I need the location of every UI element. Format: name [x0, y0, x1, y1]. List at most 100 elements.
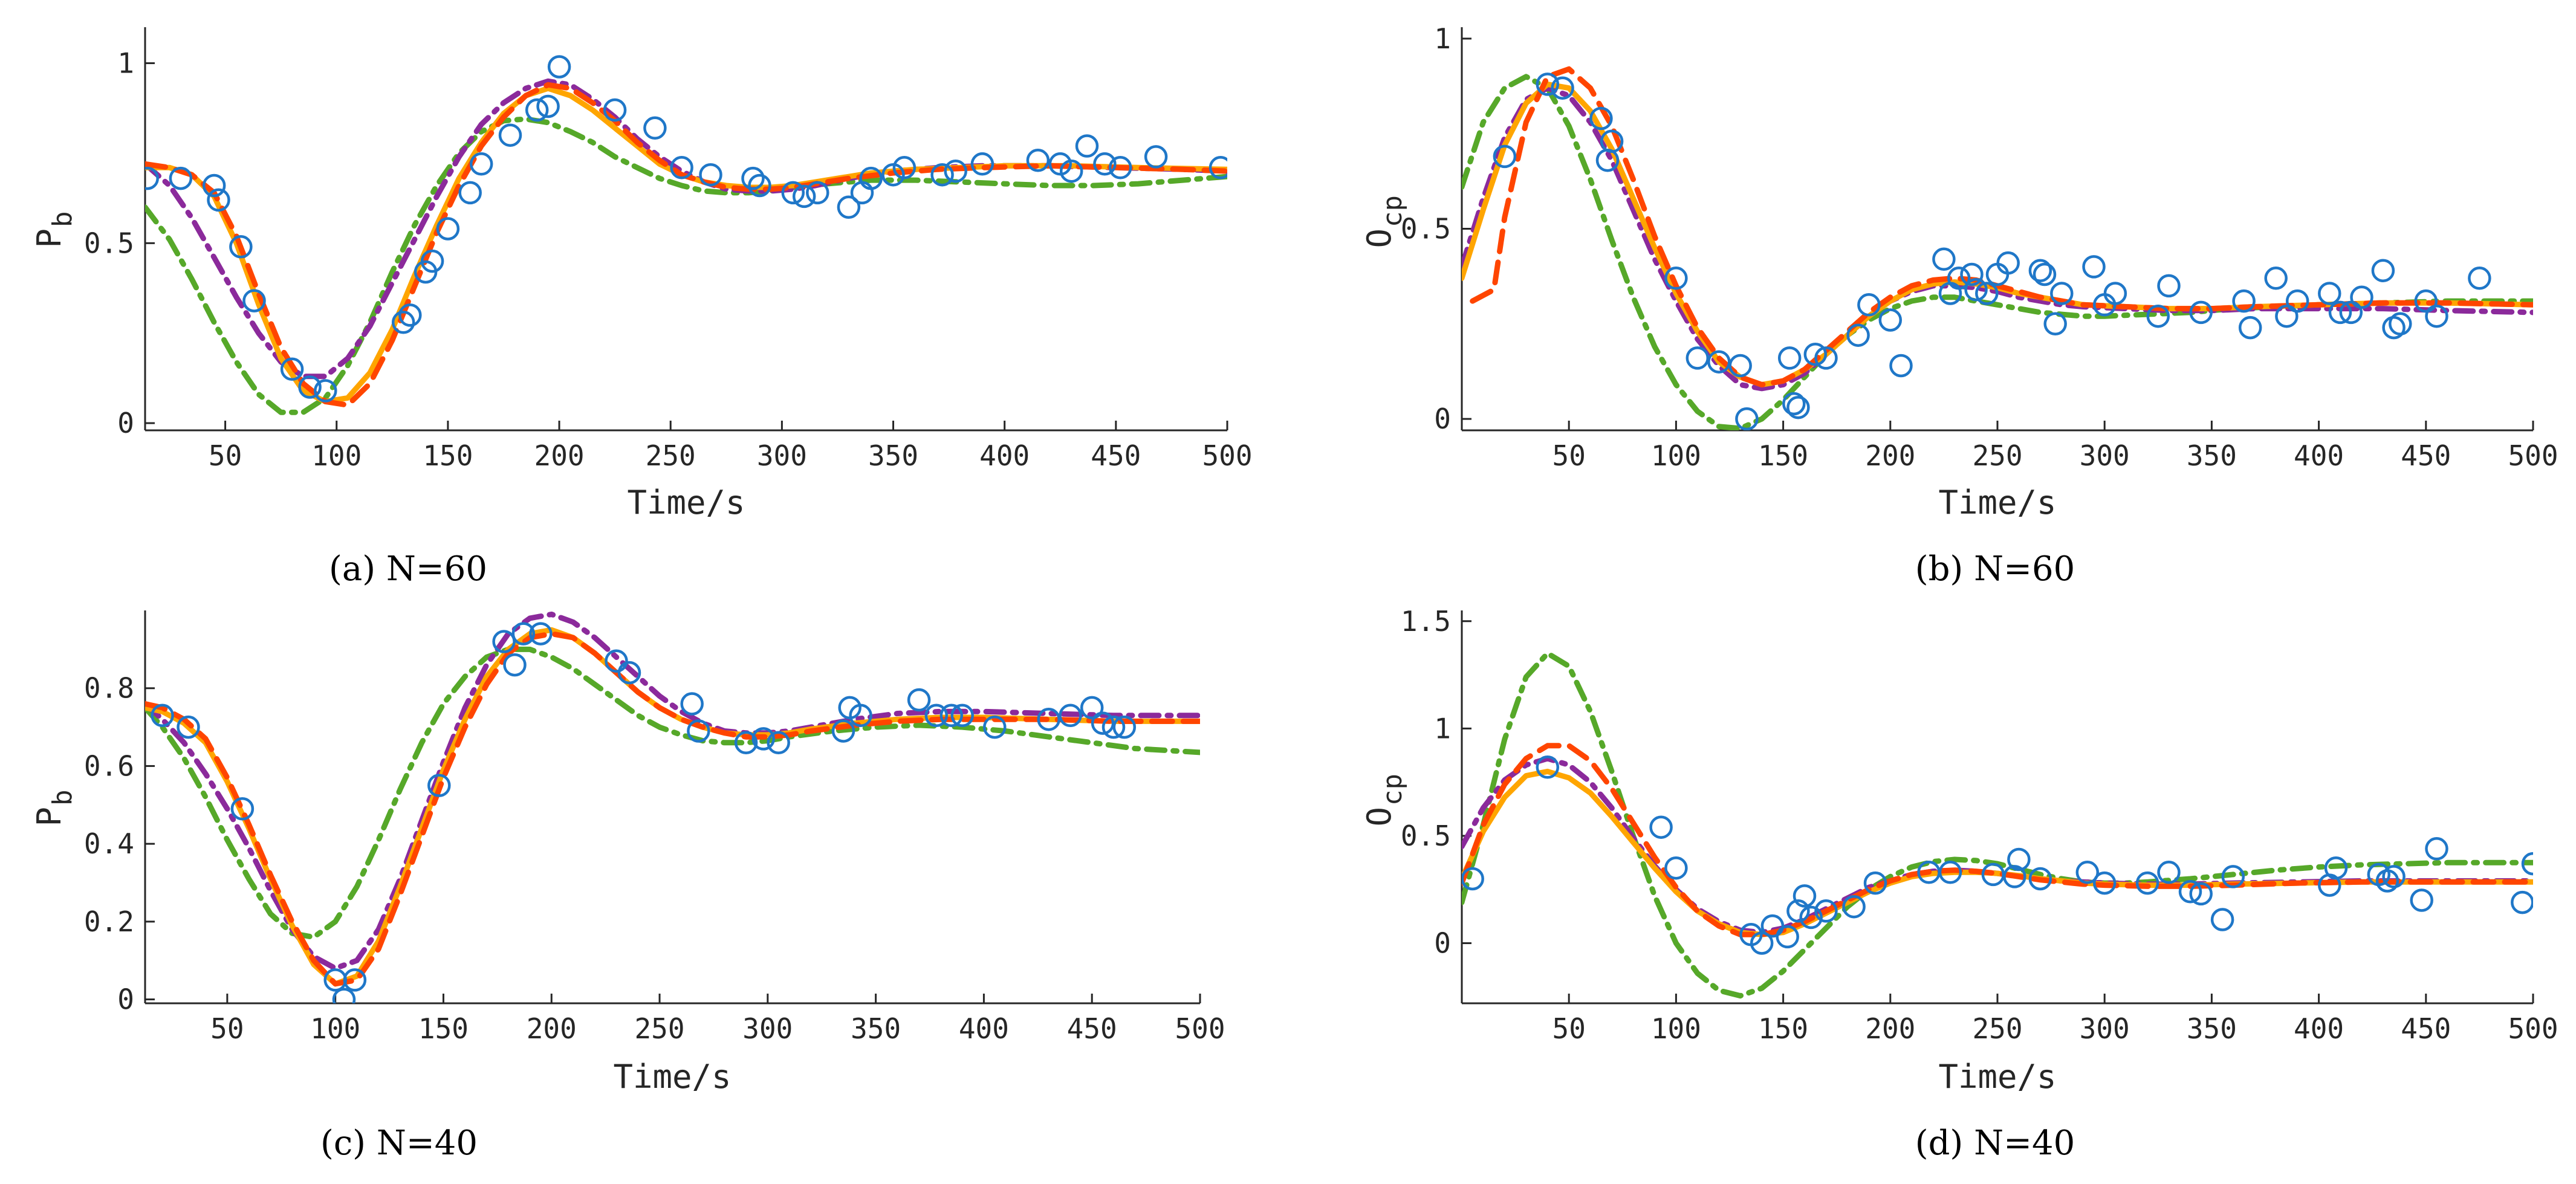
- observed-point: [907, 688, 931, 712]
- plot-area: [145, 55, 1227, 415]
- y-axis-label-subscript: b: [47, 212, 78, 228]
- observed-point: [950, 704, 974, 728]
- x-tick-label: 200: [1865, 439, 1915, 472]
- x-tick-label: 50: [1552, 439, 1586, 472]
- x-tick-label: 200: [527, 1012, 577, 1045]
- observed-point: [2050, 282, 2074, 305]
- observed-point: [2511, 890, 2533, 914]
- observed-point: [1059, 159, 1083, 183]
- observed-point: [2468, 267, 2491, 290]
- observed-point: [849, 704, 872, 728]
- observed-point: [1144, 145, 1168, 169]
- observed-point: [2157, 861, 2181, 884]
- x-tick-label: 150: [1758, 1012, 1808, 1045]
- y-tick-label: 0.6: [84, 749, 134, 782]
- observed-point: [2043, 312, 2067, 336]
- observed-point: [2414, 289, 2438, 313]
- observed-point: [1938, 861, 1962, 884]
- observed-point: [230, 797, 255, 821]
- observed-point: [1947, 267, 1971, 290]
- plot-area: [145, 611, 1200, 1003]
- observed-point: [748, 173, 771, 198]
- observed-point: [1975, 282, 1999, 305]
- y-tick-label: 0: [117, 407, 134, 439]
- x-tick-label: 300: [2080, 1012, 2130, 1045]
- x-tick-label: 150: [418, 1012, 469, 1045]
- plot-area: [1462, 66, 2533, 430]
- y-tick-label: 0.5: [84, 227, 134, 259]
- y-axis-label-main: P: [30, 807, 68, 827]
- observed-point: [2075, 861, 2100, 884]
- observed-point: [2389, 312, 2412, 336]
- observed-point: [2350, 285, 2373, 309]
- observed-point: [699, 163, 722, 187]
- x-tick-label: 100: [1651, 439, 1701, 472]
- observed-point: [859, 166, 883, 190]
- observed-point: [492, 630, 516, 653]
- observed-point: [1799, 905, 1823, 930]
- observed-point: [806, 181, 829, 205]
- observed-point: [314, 379, 337, 403]
- x-tick-label: 150: [1758, 439, 1808, 472]
- observed-point: [924, 704, 949, 728]
- x-tick-label: 500: [2508, 1012, 2558, 1045]
- x-axis-label: Time/s: [1938, 484, 2056, 522]
- observed-point: [617, 661, 641, 685]
- x-tick-label: 450: [2401, 1012, 2451, 1045]
- observed-point: [398, 303, 422, 327]
- observed-point: [1777, 346, 1802, 370]
- y-tick-label: 0: [1434, 927, 1451, 960]
- observed-point: [1536, 73, 1560, 96]
- observed-point: [2375, 869, 2399, 893]
- observed-point: [751, 727, 775, 751]
- y-tick-label: 0.5: [1401, 820, 1451, 852]
- x-tick-label: 100: [311, 439, 362, 472]
- observed-point: [242, 289, 266, 312]
- y-axis-label-subscript: b: [47, 790, 78, 806]
- y-tick-label: 1: [1434, 712, 1451, 745]
- observed-point: [436, 217, 460, 241]
- observed-point: [2232, 289, 2256, 313]
- observed-point: [1846, 323, 1870, 347]
- observed-point: [2425, 304, 2448, 328]
- observed-point: [2221, 865, 2245, 888]
- panel-caption: (b) N=60: [1915, 549, 2075, 589]
- x-tick-label: 250: [1972, 439, 2022, 472]
- observed-point: [2178, 880, 2202, 904]
- observed-point: [1786, 899, 1810, 923]
- observed-point: [2264, 267, 2288, 290]
- observed-point: [2082, 255, 2106, 279]
- observed-point: [427, 774, 451, 797]
- observed-point: [741, 166, 765, 190]
- observed-point: [1750, 931, 1774, 955]
- x-tick-label: 100: [310, 1012, 360, 1045]
- observed-point: [1932, 247, 1956, 271]
- observed-point: [1786, 395, 1810, 419]
- observed-point: [1112, 715, 1137, 739]
- observed-point: [229, 235, 253, 259]
- x-tick-label: 300: [2080, 439, 2130, 472]
- observed-point: [547, 55, 571, 79]
- observed-point: [734, 731, 758, 755]
- y-axis-label-subscript: cp: [1377, 195, 1408, 227]
- series-line-red-dashed: [1462, 743, 2533, 937]
- observed-point: [767, 731, 790, 755]
- y-axis-label-main: O: [1360, 807, 1398, 827]
- observed-point: [1589, 106, 1613, 131]
- y-tick-label: 1.5: [1401, 605, 1451, 638]
- x-axis-label: Time/s: [613, 1058, 731, 1096]
- observed-point: [1685, 346, 1710, 370]
- observed-point: [280, 357, 304, 381]
- observed-point: [1108, 156, 1132, 180]
- observed-point: [680, 692, 704, 716]
- observed-point: [605, 649, 628, 673]
- observed-point: [939, 704, 964, 728]
- observed-point: [1101, 715, 1126, 739]
- observed-point: [525, 98, 549, 122]
- x-tick-label: 350: [2187, 1012, 2237, 1045]
- observed-point: [2425, 837, 2448, 861]
- series-line-red-dashed: [145, 631, 1200, 987]
- x-tick-label: 350: [2187, 439, 2237, 472]
- observed-point: [1551, 76, 1574, 100]
